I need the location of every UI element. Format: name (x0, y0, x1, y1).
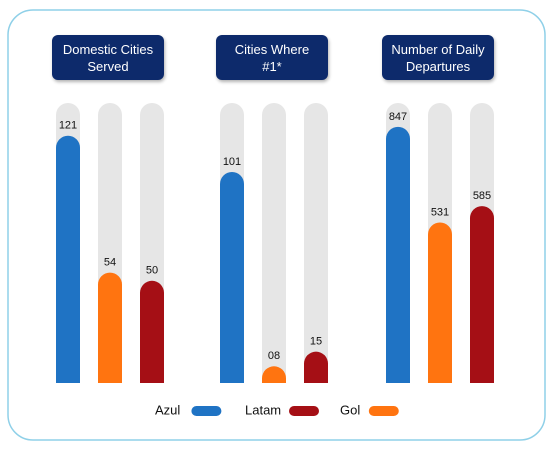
bar (98, 272, 122, 383)
value-label: 531 (431, 206, 449, 218)
legend-label: Latam (245, 402, 281, 417)
value-label: 50 (146, 265, 158, 277)
bar (470, 206, 494, 383)
legend-swatch (191, 406, 222, 416)
value-label: 15 (310, 336, 322, 348)
value-label: 121 (59, 120, 77, 132)
bar (304, 351, 328, 383)
frame (7, 9, 546, 441)
value-label: 08 (268, 350, 280, 362)
panel-title: Domestic Cities Served (52, 35, 164, 80)
legend-label: Gol (340, 402, 360, 417)
panel-title: Number of Daily Departures (382, 35, 494, 80)
panel-title: Cities Where #1* (216, 35, 328, 80)
bar (56, 135, 80, 383)
value-label: 101 (223, 156, 241, 168)
bar (428, 222, 452, 383)
value-label: 54 (104, 257, 116, 269)
bar (140, 280, 164, 383)
bar (386, 126, 410, 383)
value-label: 847 (389, 111, 407, 123)
bar (220, 171, 244, 383)
legend-swatch (289, 406, 319, 416)
bar-track (304, 103, 328, 383)
bar-track (262, 103, 286, 383)
bar (262, 366, 286, 383)
legend-label: Azul (155, 402, 180, 417)
legend-swatch (368, 406, 399, 416)
value-label: 585 (473, 190, 491, 202)
